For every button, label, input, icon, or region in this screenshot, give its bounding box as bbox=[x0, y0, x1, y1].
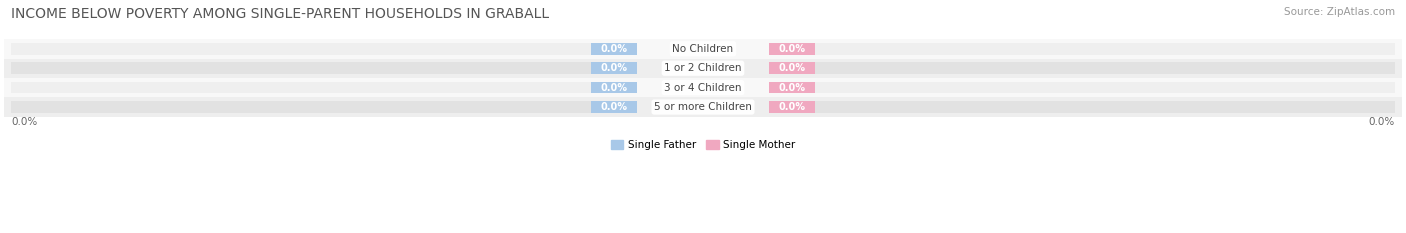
Text: 0.0%: 0.0% bbox=[600, 63, 627, 73]
Text: 0.0%: 0.0% bbox=[1368, 117, 1395, 127]
Text: 0.0%: 0.0% bbox=[779, 44, 806, 54]
Text: No Children: No Children bbox=[672, 44, 734, 54]
Bar bbox=[769, 62, 815, 74]
Text: 5 or more Children: 5 or more Children bbox=[654, 102, 752, 112]
Text: 0.0%: 0.0% bbox=[779, 83, 806, 93]
Text: 3 or 4 Children: 3 or 4 Children bbox=[664, 83, 742, 93]
Bar bbox=[769, 82, 1395, 93]
Bar bbox=[769, 82, 815, 93]
Text: Source: ZipAtlas.com: Source: ZipAtlas.com bbox=[1284, 7, 1395, 17]
Text: 0.0%: 0.0% bbox=[600, 102, 627, 112]
Bar bbox=[4, 39, 1402, 58]
Bar bbox=[4, 58, 1402, 78]
Bar bbox=[4, 97, 1402, 117]
Text: 1 or 2 Children: 1 or 2 Children bbox=[664, 63, 742, 73]
Bar bbox=[11, 43, 637, 55]
Bar bbox=[591, 62, 637, 74]
Bar bbox=[4, 78, 1402, 97]
Text: 0.0%: 0.0% bbox=[11, 117, 38, 127]
Bar bbox=[591, 43, 637, 55]
Bar bbox=[769, 43, 1395, 55]
Text: 0.0%: 0.0% bbox=[600, 83, 627, 93]
Bar bbox=[11, 82, 637, 93]
Bar bbox=[11, 101, 637, 113]
Text: INCOME BELOW POVERTY AMONG SINGLE-PARENT HOUSEHOLDS IN GRABALL: INCOME BELOW POVERTY AMONG SINGLE-PARENT… bbox=[11, 7, 550, 21]
Bar bbox=[769, 101, 1395, 113]
Bar bbox=[769, 62, 1395, 74]
Bar bbox=[591, 82, 637, 93]
Bar bbox=[769, 101, 815, 113]
Bar bbox=[591, 101, 637, 113]
Text: 0.0%: 0.0% bbox=[779, 102, 806, 112]
Bar bbox=[769, 43, 815, 55]
Bar bbox=[11, 62, 637, 74]
Text: 0.0%: 0.0% bbox=[600, 44, 627, 54]
Legend: Single Father, Single Mother: Single Father, Single Mother bbox=[607, 136, 799, 154]
Text: 0.0%: 0.0% bbox=[779, 63, 806, 73]
